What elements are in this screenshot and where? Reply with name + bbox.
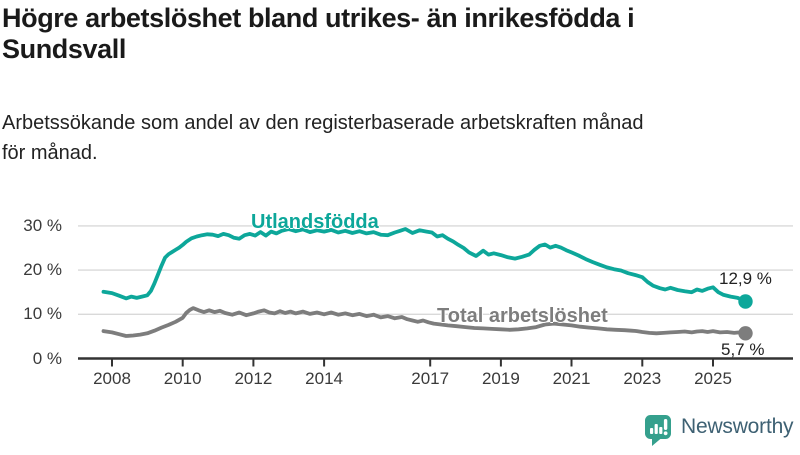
- bar-chart-speech-bubble-icon: [645, 415, 671, 446]
- newsworthy-logo-text: Newsworthy: [681, 415, 794, 438]
- y-tick-label: 30 %: [23, 215, 62, 235]
- x-tick-label: 2010: [163, 369, 202, 388]
- logo-bar-small: [650, 428, 654, 434]
- x-tick-label: 2021: [552, 369, 591, 388]
- x-tick-label: 2019: [481, 369, 520, 388]
- y-tick-label: 10 %: [23, 304, 62, 324]
- newsworthy-logo: Newsworthy: [644, 413, 794, 447]
- series-end-dot-utlandsfodda: [738, 294, 753, 309]
- logo-bar-medium: [659, 427, 663, 434]
- logo-exclamation-stem: [663, 419, 668, 430]
- y-tick-label: 0 %: [32, 348, 62, 368]
- x-tick-label: 2012: [234, 369, 273, 388]
- x-tick-label: 2014: [305, 369, 343, 388]
- x-tick-label: 2025: [694, 369, 732, 388]
- logo-bar-tall: [654, 424, 658, 434]
- x-tick-label: 2008: [93, 369, 131, 388]
- logo-exclamation-dot: [663, 431, 668, 436]
- series-line-utlandsfodda: [101, 227, 748, 304]
- chart-title: Högre arbetslöshet bland utrikes- än inr…: [2, 3, 635, 64]
- chart-subtitle: Arbetssökande som andel av den registerb…: [2, 112, 644, 164]
- logo-bubble-tail: [652, 438, 662, 446]
- end-value-label-total: 5,7 %: [721, 340, 765, 359]
- end-value-label-utlandsfodda: 12,9 %: [719, 269, 772, 288]
- y-tick-label: 20 %: [23, 260, 62, 280]
- series-label-total-arbetsloshet: Total arbetslöshet: [437, 305, 608, 327]
- series-label-utlandsfodda: Utlandsfödda: [251, 211, 379, 233]
- x-tick-label: 2017: [411, 369, 450, 388]
- x-tick-label: 2023: [623, 369, 662, 388]
- series-line-total: [101, 306, 748, 338]
- series-end-dot-total: [738, 326, 753, 341]
